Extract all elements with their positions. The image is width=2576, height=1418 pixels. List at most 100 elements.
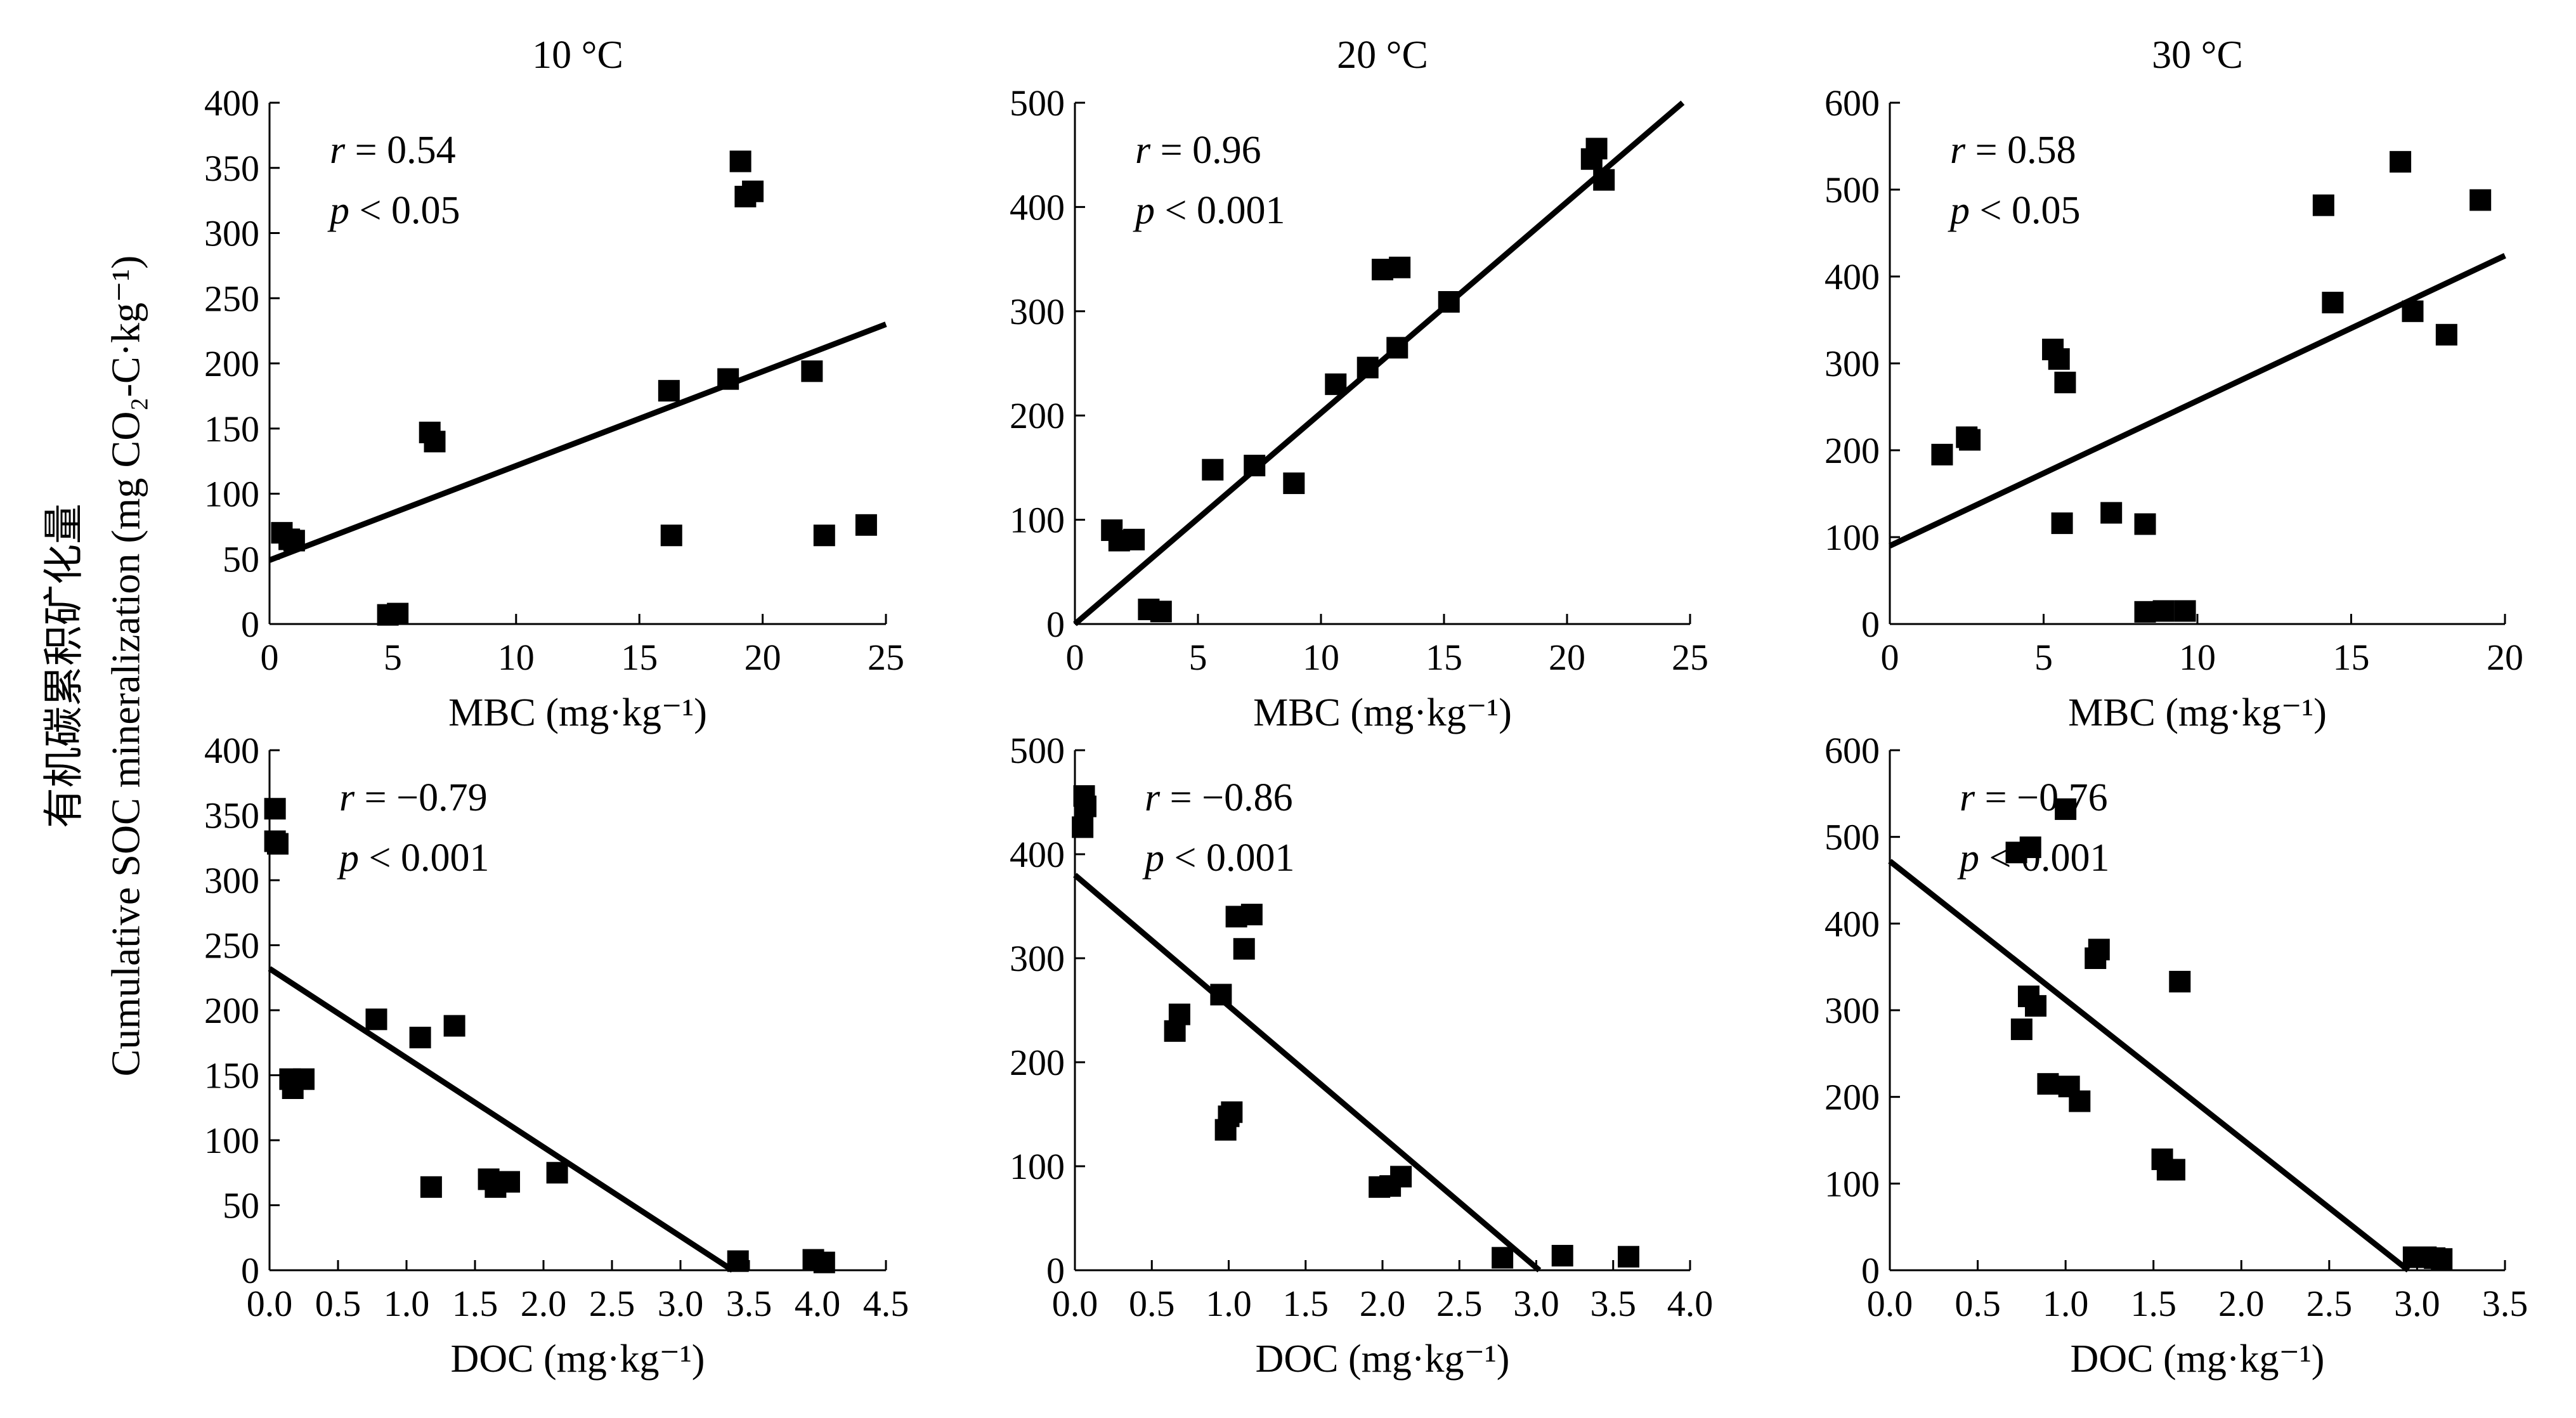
data-point [387,602,409,625]
p-annotation: p < 0.001 [1133,189,1285,232]
x-tick-label: 1.5 [1283,1283,1329,1324]
data-point [2019,836,2041,859]
data-point [1150,601,1172,623]
data-point [283,530,305,552]
x-axis-label: MBC (mg·kg⁻¹) [2068,691,2327,734]
x-tick-label: 1.0 [384,1283,430,1324]
x-tick-label: 2.0 [1360,1283,1406,1324]
x-tick-label: 0.0 [1867,1283,1913,1324]
r-symbol: r [1135,129,1151,172]
data-point [365,1008,387,1031]
y-tick-label: 500 [1010,82,1065,124]
y-tick-label: 300 [204,213,259,254]
x-tick-label: 25 [868,637,904,678]
p-annotation: p < 0.001 [337,836,489,880]
y-tick-label: 200 [1010,395,1065,436]
x-tick-label: 0 [1066,637,1084,678]
chart-doc10: 0.0 0.5 1.0 1.5 2.0 2.5 3.0 3.5 4.0 4.5 0 50 100 150 2… [204,730,909,1381]
y-tick-label: 200 [1825,1077,1880,1118]
x-tick-label: 1.5 [452,1283,498,1324]
r-symbol: r [1960,776,1975,819]
r-symbol: r [330,129,346,172]
x-tick-label: 2.5 [589,1283,635,1324]
data-point [729,150,751,172]
p-annotation: p < 0.001 [1957,836,2109,880]
data-point [1123,528,1145,550]
p-value: < 0.001 [1164,836,1294,880]
data-point [1210,984,1232,1006]
data-point [1551,1245,1573,1267]
r-annotation: r = 0.96 [1135,129,1261,172]
y-tick-label: 350 [204,148,259,189]
x-tick-label: 5 [1189,637,1207,678]
data-point [2390,151,2412,173]
x-tick-label: 15 [1426,637,1462,678]
r-value: = −0.76 [1975,776,2107,819]
data-point [660,524,682,547]
x-tick-label: 2.0 [521,1283,567,1324]
data-point [727,1250,749,1272]
p-symbol: p [327,189,349,232]
y-tick-label: 100 [1010,500,1065,541]
p-annotation: p < 0.001 [1142,836,1294,880]
data-point [717,368,739,390]
data-point [2037,1073,2059,1095]
x-tick-label: 4.0 [1667,1283,1714,1324]
y-tick-label: 0 [1046,1250,1065,1291]
data-point [2010,1018,2033,1041]
p-value: < 0.001 [1155,189,1285,232]
r-value: = 0.54 [345,129,455,172]
y-tick-label: 400 [1010,186,1065,228]
x-tick-label: 0.0 [1052,1283,1098,1324]
data-point [2088,939,2110,961]
data-point [1492,1247,1514,1269]
x-tick-label: 3.0 [658,1283,704,1324]
y-tick-label: 500 [1010,730,1065,771]
data-point [2069,1090,2091,1112]
y-tick-label: 100 [204,1120,259,1161]
y-tick-label: 350 [204,795,259,836]
data-point [1931,443,1953,465]
data-point [813,524,835,547]
x-tick-label: 5 [2034,637,2053,678]
y-tick-label: 0 [1861,1250,1880,1291]
chart-title: 30 °C [2152,34,2243,77]
x-tick-label: 3.0 [2394,1283,2440,1324]
r-symbol: r [1950,129,1966,172]
p-value: < 0.001 [359,836,489,880]
p-symbol: p [1142,836,1164,880]
x-tick-label: 2.5 [1436,1283,1483,1324]
x-tick-label: 0.5 [315,1283,361,1324]
data-point [2025,995,2047,1017]
x-tick-label: 20 [1549,637,1585,678]
r-annotation: r = −0.86 [1145,776,1293,819]
data-point [1389,256,1411,278]
data-point [1233,938,1255,960]
data-point [2431,1248,2453,1270]
chart-title: 20 °C [1337,34,1428,77]
x-axis-label: MBC (mg·kg⁻¹) [1253,691,1512,734]
y-tick-label: 150 [204,408,259,450]
data-point [2312,194,2334,216]
y-tick-label: 150 [204,1055,259,1096]
x-tick-label: 0 [1881,637,1899,678]
data-point [2100,502,2123,524]
data-point [409,1027,431,1049]
x-tick-label: 4.0 [795,1283,841,1324]
y-axis-label-chinese: 有机碳累积矿化量 [42,504,87,828]
data-point [2163,1159,2185,1181]
data-point [1386,337,1408,359]
x-tick-label: 20 [2487,637,2523,678]
p-value: < 0.05 [1970,189,2080,232]
x-axis-label: DOC (mg·kg⁻¹) [1256,1337,1510,1381]
data-point [2048,348,2070,370]
x-tick-label: 10 [1303,637,1339,678]
y-tick-label: 0 [241,1250,259,1291]
p-symbol: p [1957,836,1979,880]
x-tick-label: 1.0 [1206,1283,1252,1324]
x-tick-label: 15 [2333,637,2370,678]
chart-title: 10 °C [532,34,623,77]
data-point [855,514,877,536]
x-tick-label: 10 [2179,637,2216,678]
